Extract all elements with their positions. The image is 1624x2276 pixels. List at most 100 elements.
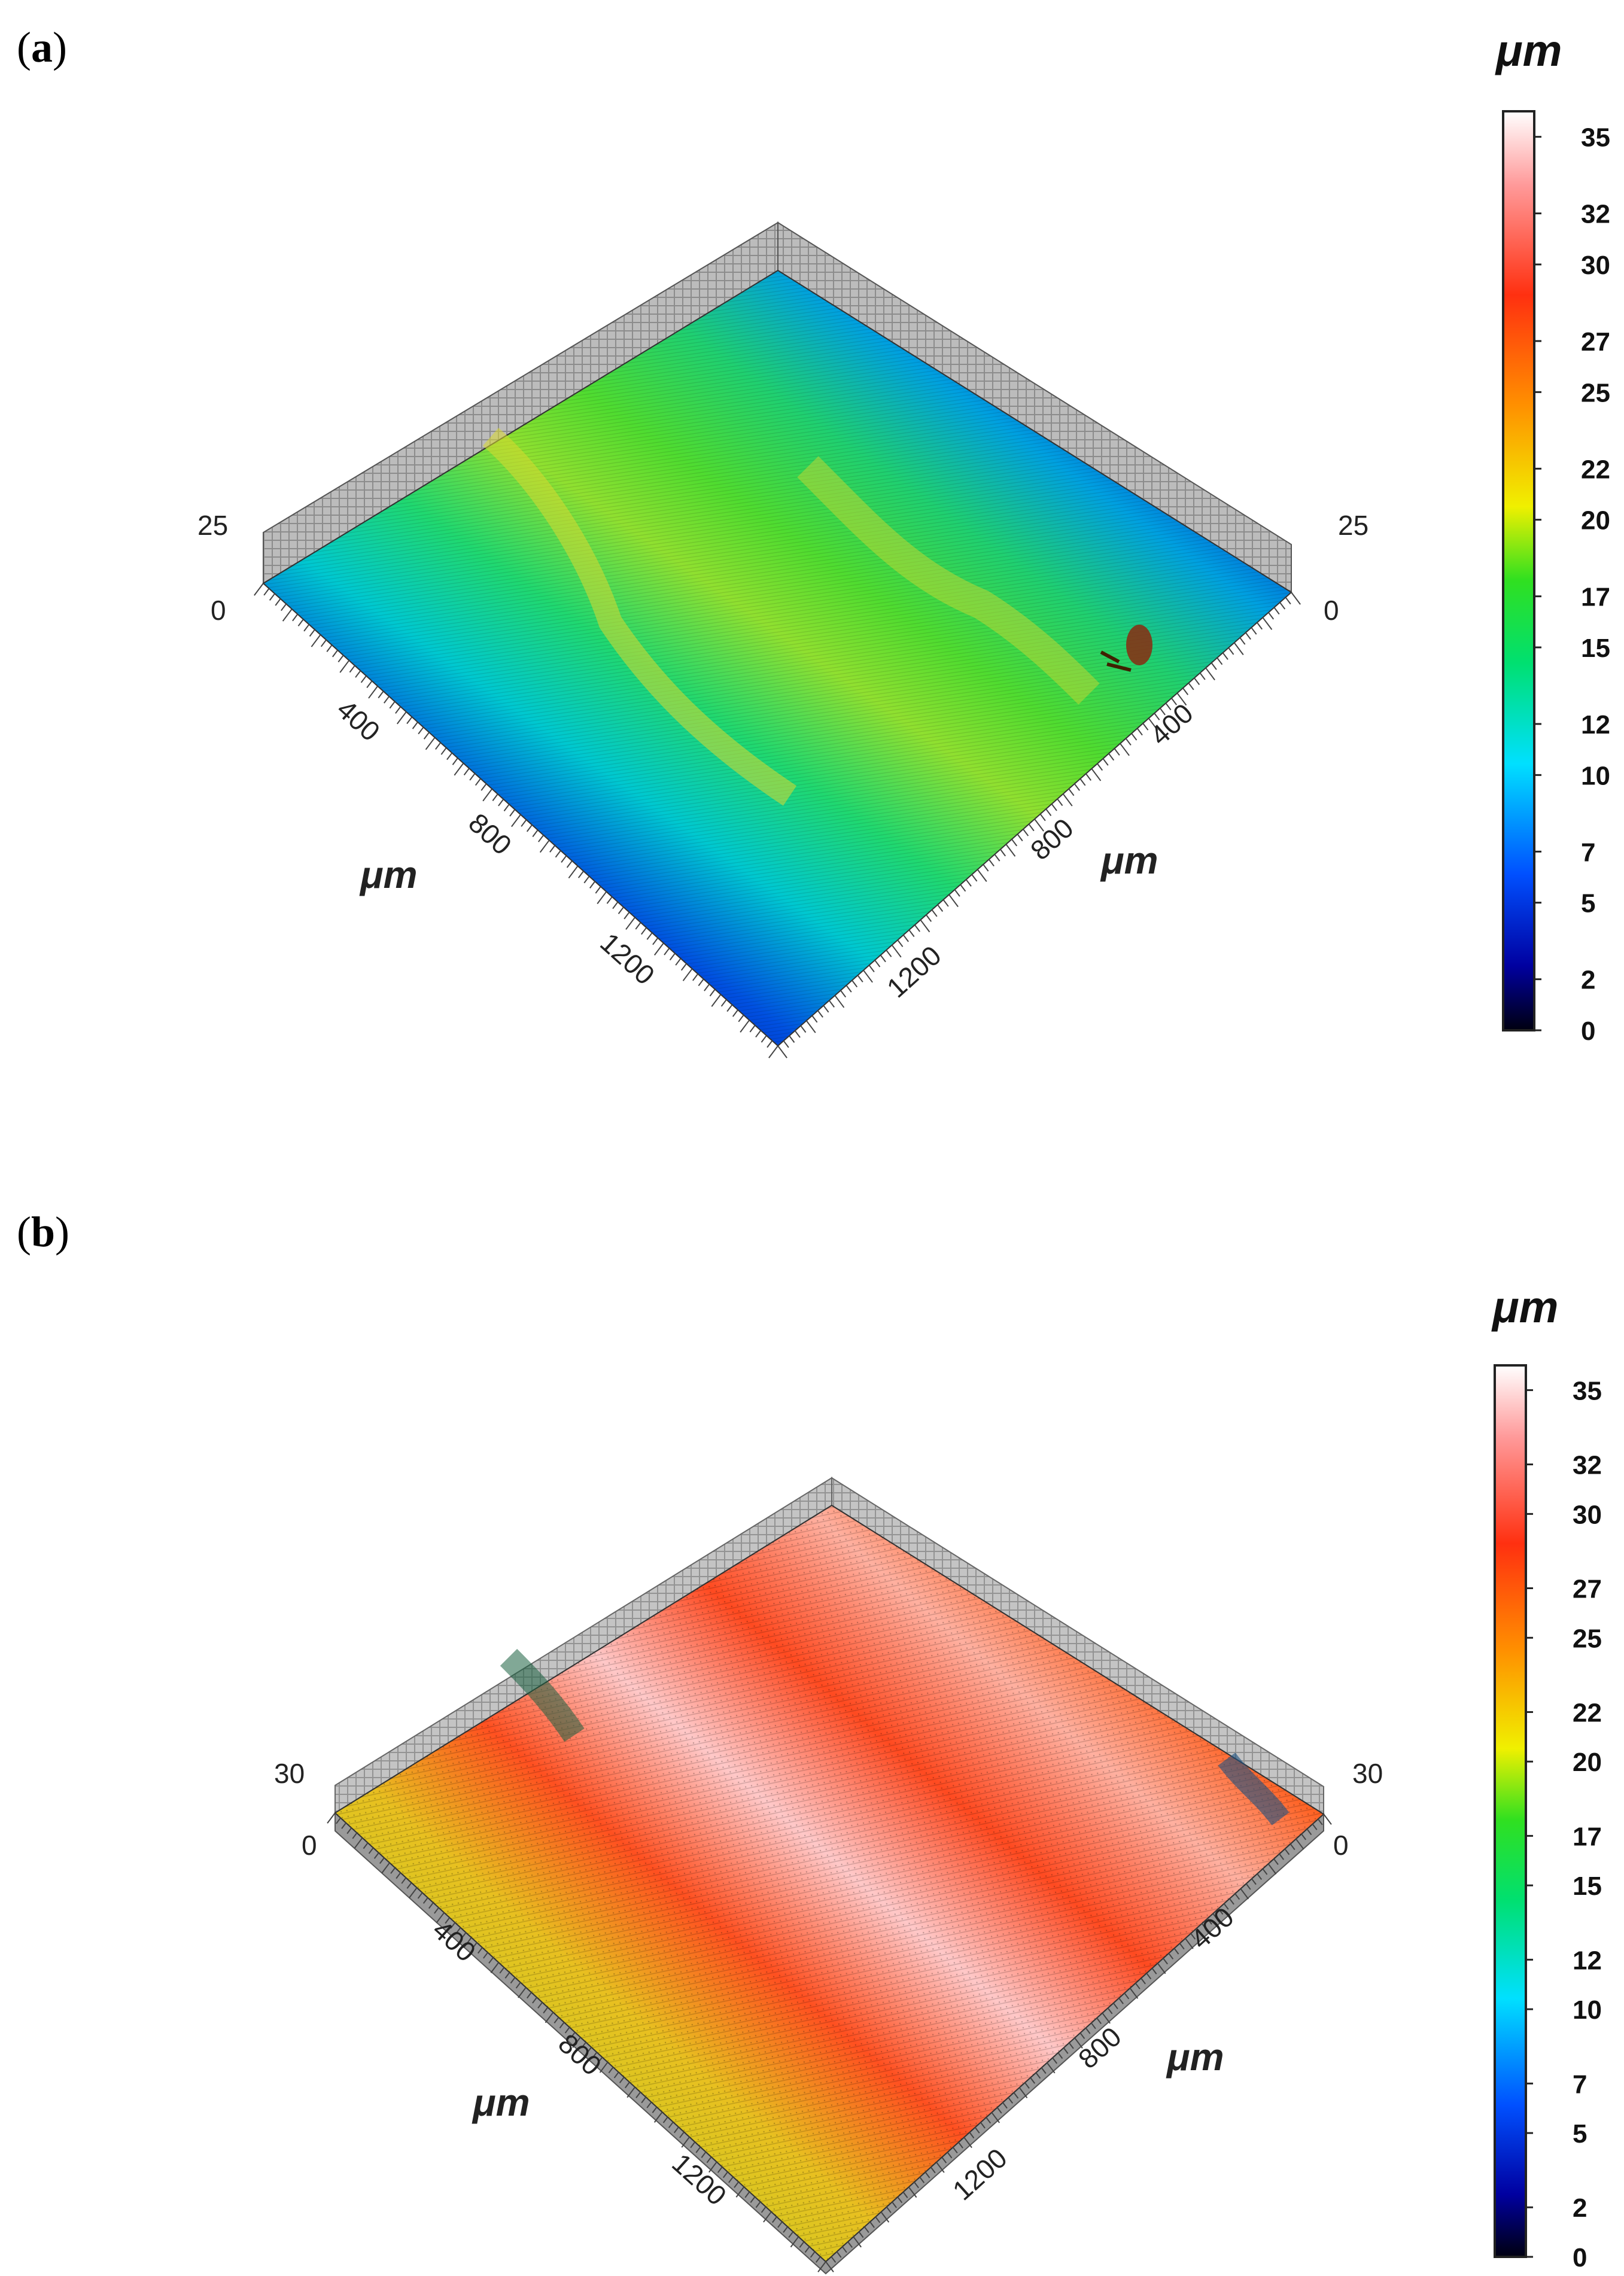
edge-tick	[499, 1967, 505, 1974]
edge-tick	[1041, 2067, 1047, 2074]
edge-tick	[1284, 1848, 1290, 1855]
edge-tick	[1051, 804, 1057, 811]
edge-tick	[1124, 1992, 1130, 2000]
edge-tick	[559, 2022, 565, 2029]
edge-tick	[297, 619, 304, 626]
edge-tick	[1273, 607, 1280, 615]
front-edge-ticks	[327, 1812, 1332, 2272]
x-tick-1200: 1200	[594, 927, 661, 991]
edge-tick	[263, 588, 270, 596]
edge-tick	[930, 2167, 936, 2174]
edge-tick	[606, 896, 613, 904]
edge-tick	[450, 1922, 456, 1929]
edge-tick	[396, 711, 407, 725]
edge-tick	[635, 2092, 641, 2098]
edge-tick	[1279, 1853, 1285, 1860]
edge-tick	[368, 1847, 374, 1854]
edge-tick	[690, 2141, 696, 2149]
colorbar-tick-label: 5	[1581, 889, 1595, 918]
edge-tick	[1030, 2077, 1036, 2084]
edge-tick	[592, 2052, 598, 2059]
edge-tick	[463, 1937, 472, 1949]
edge-tick	[974, 2126, 980, 2134]
edge-tick	[418, 726, 424, 735]
edge-tick	[1251, 627, 1257, 635]
edge-tick	[646, 932, 653, 940]
edge-tick	[1228, 647, 1234, 655]
edge-tick	[858, 2231, 864, 2238]
edge-tick	[1068, 788, 1075, 796]
edge-tick	[1079, 778, 1086, 786]
edge-tick	[1005, 844, 1016, 857]
edge-tick	[625, 2082, 630, 2089]
edge-tick	[674, 2126, 679, 2134]
edge-tick	[783, 2226, 789, 2233]
defect-marks	[1100, 650, 1132, 672]
edge-tick	[958, 2141, 963, 2149]
edge-tick	[488, 1957, 494, 1964]
colorbar-tick-label: 12	[1573, 1946, 1602, 1975]
edge-tick	[681, 2137, 691, 2148]
colorbar-tick-label: 32	[1581, 200, 1610, 229]
edge-tick	[454, 763, 464, 776]
edge-tick	[1108, 753, 1115, 761]
edge-tick	[817, 1010, 823, 1018]
edge-tick	[483, 1952, 488, 1959]
edge-tick	[880, 2211, 890, 2223]
edge-tick	[1062, 793, 1073, 807]
edge-tick	[1176, 692, 1187, 706]
edge-tick	[908, 2186, 917, 2198]
edge-tick	[378, 690, 384, 699]
colorbar-tick-label: 30	[1581, 251, 1610, 280]
edge-tick	[810, 2251, 816, 2258]
edge-tick	[1291, 592, 1301, 605]
edge-tick	[1102, 2012, 1111, 2024]
edge-tick	[1090, 2022, 1096, 2029]
edge-tick	[971, 874, 978, 882]
edge-tick	[1035, 2072, 1041, 2079]
edge-tick	[498, 799, 504, 807]
panel-label-a: (a)	[17, 23, 67, 71]
edge-tick	[366, 680, 373, 688]
edge-tick	[336, 1817, 341, 1824]
edge-tick	[698, 978, 704, 987]
edge-tick	[390, 1867, 396, 1874]
edge-tick	[564, 2027, 570, 2034]
edge-tick	[1112, 2003, 1118, 2010]
colorbar-tick-label: 15	[1573, 1872, 1602, 1901]
z-tick-left-bottom: 0	[302, 1830, 317, 1861]
edge-tick	[309, 629, 315, 637]
y-tick-1200: 1200	[881, 939, 947, 1003]
edge-tick	[1146, 1973, 1152, 1980]
edge-tick	[794, 1030, 801, 1038]
edge-tick	[440, 747, 447, 755]
edge-tick	[352, 1832, 358, 1839]
edge-tick	[1185, 1938, 1194, 1949]
edge-tick	[931, 909, 938, 917]
edge-tick	[853, 2236, 862, 2248]
edge-tick	[692, 973, 699, 981]
edge-tick	[619, 2077, 625, 2083]
edge-tick	[869, 2221, 875, 2228]
edge-tick	[1052, 2057, 1058, 2064]
edge-tick	[1306, 1828, 1312, 1836]
edge-tick	[744, 2191, 750, 2198]
colorbar-tick-label: 30	[1573, 1500, 1602, 1529]
edge-tick	[1188, 682, 1194, 690]
edge-tick	[679, 2131, 685, 2138]
edge-tick	[941, 2156, 947, 2164]
edge-tick	[612, 901, 619, 909]
colorbar-tick-label: 5	[1573, 2119, 1587, 2149]
edge-tick	[1179, 1943, 1185, 1950]
edge-tick	[254, 583, 264, 596]
edge-tick	[646, 2101, 652, 2108]
edge-tick	[511, 814, 521, 827]
edge-tick	[463, 768, 470, 776]
edge-tick	[1211, 662, 1217, 670]
edge-tick	[965, 879, 972, 887]
edge-tick	[914, 2181, 919, 2189]
edge-tick	[831, 2256, 837, 2263]
edge-tick	[446, 752, 453, 760]
edge-tick	[1317, 1818, 1323, 1825]
edge-tick	[675, 958, 682, 966]
